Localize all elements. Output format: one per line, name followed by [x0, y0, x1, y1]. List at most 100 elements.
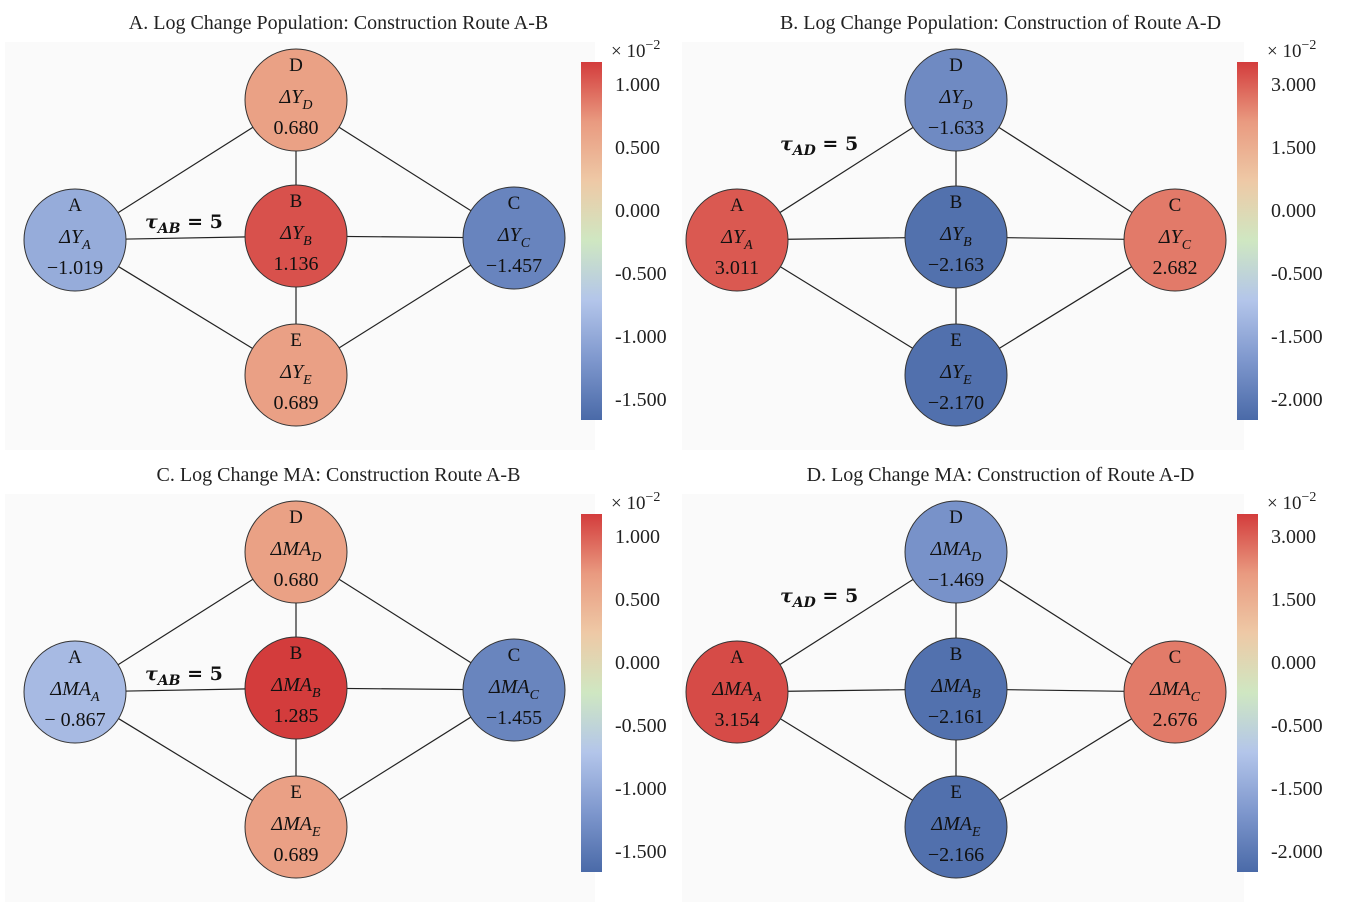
node-name: C — [508, 193, 521, 214]
node-value: 2.676 — [1153, 709, 1198, 731]
node-symbol-main: ΔMA — [930, 675, 972, 697]
node-symbol: ΔMAA — [711, 678, 762, 705]
network-diagram: AΔYA−1.019BΔYB1.136CΔYC−1.457DΔYD0.680EΔ… — [5, 38, 667, 450]
colorbar-tick-label: -1.000 — [615, 778, 667, 800]
node-value: −1.469 — [928, 569, 984, 591]
node-value: −2.163 — [928, 254, 984, 276]
node-symbol: ΔMAC — [1149, 678, 1201, 705]
node-name: B — [290, 191, 303, 212]
node-circle — [462, 638, 566, 742]
multiplier-base: × 10 — [1267, 493, 1301, 514]
multiplier-base: × 10 — [611, 41, 645, 62]
network-diagram: AΔYA3.011BΔYB−2.163CΔYC2.682DΔYD−1.633EΔ… — [682, 38, 1323, 450]
multiplier-exponent: −2 — [1301, 38, 1316, 53]
node-symbol-main: ΔMA — [488, 676, 530, 698]
node-symbol-subscript: C — [1182, 238, 1192, 253]
colorbar-multiplier: × 10−2 — [611, 490, 660, 514]
tau-symbol: τ — [780, 585, 793, 607]
node-symbol-main: ΔY — [939, 361, 965, 383]
tau-symbol: τ — [145, 211, 158, 233]
multiplier-exponent: −2 — [1301, 490, 1316, 505]
node-symbol-main: ΔMA — [270, 538, 312, 560]
node-circle — [23, 640, 127, 744]
node-circle — [244, 184, 348, 288]
colorbar-multiplier: × 10−2 — [1267, 490, 1316, 514]
node-circle — [1123, 188, 1227, 292]
colorbar-tick-label: -1.500 — [615, 841, 667, 863]
node-value: 0.680 — [274, 117, 319, 139]
colorbar-tick-label: -1.500 — [1271, 778, 1323, 800]
node-name: C — [508, 645, 521, 666]
node-symbol-main: ΔMA — [1149, 678, 1191, 700]
node-name: D — [949, 507, 963, 528]
colorbar — [1237, 62, 1258, 420]
node-symbol-main: ΔY — [939, 86, 965, 108]
node-symbol-main: ΔY — [279, 222, 305, 244]
node-symbol-main: ΔY — [279, 361, 305, 383]
node-name: A — [68, 195, 82, 216]
colorbar-tick-label: 0.000 — [615, 200, 660, 222]
node-symbol: ΔMAB — [270, 674, 321, 701]
node-symbol-subscript: B — [303, 234, 312, 249]
node-circle — [244, 636, 348, 740]
node-circle — [904, 185, 1008, 289]
node-name: E — [290, 782, 302, 803]
node-circle — [904, 775, 1008, 879]
node-value: −2.170 — [928, 392, 984, 414]
node-circle — [244, 48, 348, 152]
multiplier-base: × 10 — [1267, 41, 1301, 62]
node-symbol-main: ΔY — [497, 224, 523, 246]
node-symbol-main: ΔMA — [930, 538, 972, 560]
node-symbol-main: ΔY — [58, 226, 84, 248]
node-circle — [23, 188, 127, 292]
node-circle — [462, 186, 566, 290]
node-name: E — [290, 330, 302, 351]
node-name: E — [950, 782, 962, 803]
tau-label: τAD = 5 — [780, 133, 858, 159]
node-symbol-subscript: E — [311, 825, 321, 840]
colorbar-tick-label: 0.500 — [615, 589, 660, 611]
node-symbol-main: ΔMA — [49, 678, 91, 700]
node-symbol-subscript: B — [963, 235, 972, 250]
node-name: C — [1169, 647, 1182, 668]
colorbar-tick-label: 1.500 — [1271, 137, 1316, 159]
node-symbol: ΔMAC — [488, 676, 540, 703]
tau-value: = 5 — [181, 211, 223, 233]
node-name: D — [289, 507, 303, 528]
node-d: D ΔMAD 0.680 — [244, 500, 348, 604]
node-value: 0.689 — [274, 844, 319, 866]
node-symbol-main: ΔMA — [930, 813, 972, 835]
node-value: 0.680 — [274, 569, 319, 591]
node-value: 2.682 — [1153, 257, 1198, 279]
node-circle — [1123, 640, 1227, 744]
colorbar — [581, 514, 602, 872]
node-symbol-subscript: C — [530, 688, 540, 703]
node-symbol: ΔMAD — [270, 538, 322, 565]
node-symbol: ΔMAA — [49, 678, 100, 705]
node-symbol-subscript: E — [962, 373, 972, 388]
node-circle — [244, 323, 348, 427]
node-symbol: ΔYA — [720, 226, 753, 253]
colorbar-tick-label: -1.000 — [615, 326, 667, 348]
node-circle — [685, 188, 789, 292]
tau-symbol: τ — [145, 663, 158, 685]
colorbar — [1237, 514, 1258, 872]
node-symbol: ΔYD — [939, 86, 973, 113]
colorbar-tick-label: 1.500 — [1271, 589, 1316, 611]
node-symbol: ΔMAD — [930, 538, 982, 565]
panel-title: B. Log Change Population: Construction o… — [779, 12, 1222, 34]
node-value: − 0.867 — [44, 709, 105, 731]
tau-value: = 5 — [816, 133, 858, 155]
colorbar-tick-label: 1.000 — [615, 74, 660, 96]
colorbar-tick-label: 0.000 — [1271, 200, 1316, 222]
colorbar-tick-label: 3.000 — [1271, 74, 1316, 96]
multiplier-exponent: −2 — [645, 38, 660, 53]
